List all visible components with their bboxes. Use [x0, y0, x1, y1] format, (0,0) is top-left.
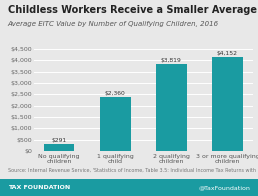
Text: $2,360: $2,360: [105, 91, 125, 96]
Text: Average EITC Value by Number of Qualifying Children, 2016: Average EITC Value by Number of Qualifyi…: [8, 21, 219, 27]
Bar: [212, 57, 243, 151]
Text: TAX FOUNDATION: TAX FOUNDATION: [8, 185, 70, 190]
Text: $291: $291: [51, 138, 67, 143]
Text: Childless Workers Receive a Smaller Average EITC: Childless Workers Receive a Smaller Aver…: [8, 5, 258, 15]
Bar: [100, 97, 131, 151]
Text: $4,152: $4,152: [217, 51, 238, 55]
Bar: [44, 144, 74, 151]
Text: $3,819: $3,819: [161, 58, 182, 63]
Text: @TaxFoundation: @TaxFoundation: [198, 185, 250, 190]
Text: Source: Internal Revenue Service, 'Statistics of Income, Table 3.5: Individual I: Source: Internal Revenue Service, 'Stati…: [8, 168, 258, 173]
Bar: [156, 64, 187, 151]
